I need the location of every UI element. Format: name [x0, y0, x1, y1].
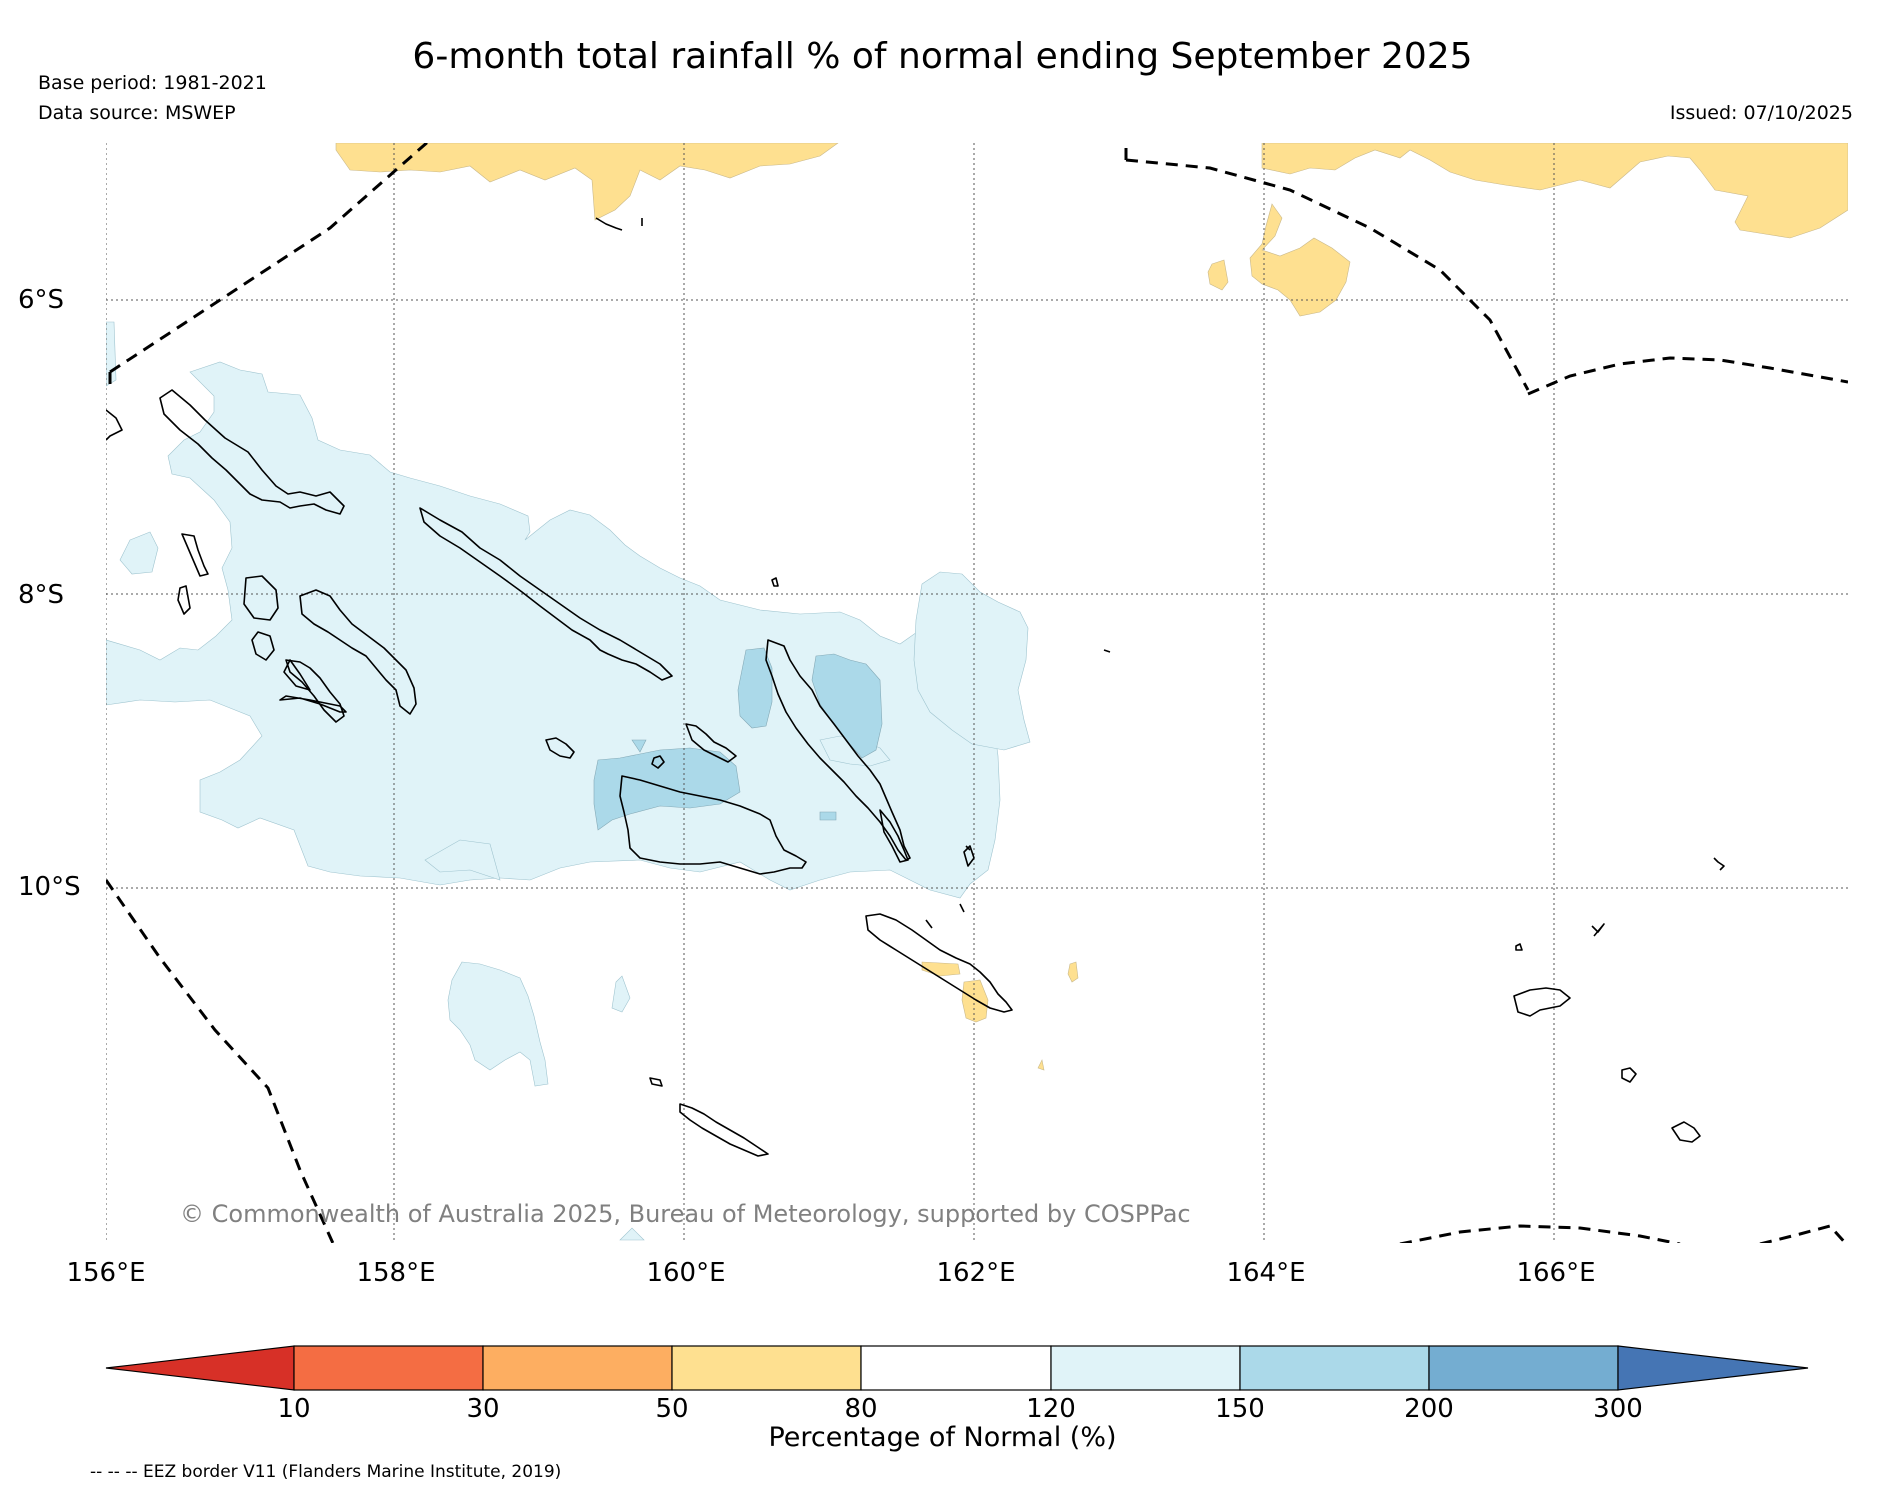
- colorbar-segment-200-300: [1428, 1345, 1619, 1391]
- lat-label-10s: 10°S: [18, 872, 81, 902]
- colorbar: [105, 1345, 1809, 1391]
- above-normal-areas: [106, 321, 1031, 1241]
- colorbar-tick-120: 120: [1026, 1394, 1076, 1424]
- rennell-island: [679, 1103, 769, 1157]
- lon-label-164e: 164°E: [1226, 1258, 1306, 1288]
- tetepare: [283, 659, 311, 691]
- duff-islands: [1713, 857, 1725, 871]
- guadalcanal-island: [619, 775, 807, 875]
- utupua: [1671, 1121, 1701, 1143]
- lon-label-162e: 162°E: [936, 1258, 1016, 1288]
- data-source: Data source: MSWEP: [38, 102, 236, 124]
- coastlines: [106, 217, 1725, 1157]
- new-georgia-group: [299, 589, 417, 715]
- lon-label-166e: 166°E: [1516, 1258, 1596, 1288]
- lat-label-6s: 6°S: [18, 285, 65, 315]
- colorbar-segment-10-30: [293, 1345, 484, 1391]
- well-above-normal-areas: [593, 647, 883, 831]
- copyright-notice: © Commonwealth of Australia 2025, Bureau…: [180, 1200, 1191, 1228]
- kolombangara: [251, 631, 275, 661]
- rendova: [279, 695, 347, 713]
- below-normal-areas: [335, 143, 1848, 1071]
- colorbar-segment-150-200: [1239, 1345, 1430, 1391]
- ranongga: [181, 533, 209, 577]
- ontong-java: [595, 217, 643, 231]
- colorbar-tick-150: 150: [1215, 1394, 1265, 1424]
- reef-islands: [1515, 943, 1523, 951]
- eez-borders: [106, 143, 1848, 1243]
- santa-isabel-island: [419, 507, 673, 681]
- gizo: [285, 659, 345, 723]
- graticule: [106, 143, 1848, 1243]
- colorbar-tick-200: 200: [1404, 1394, 1454, 1424]
- vanikoro: [1621, 1067, 1637, 1083]
- savo-island: [651, 755, 665, 769]
- lon-label-158e: 158°E: [356, 1258, 436, 1288]
- colorbar-segment-50-80: [671, 1345, 862, 1391]
- makira-island: [865, 913, 1013, 1013]
- issued-date: Issued: 07/10/2025: [1669, 102, 1853, 124]
- sikaiana: [771, 577, 779, 587]
- colorbar-tick-10: 10: [277, 1394, 311, 1424]
- vella-lavella: [243, 575, 279, 621]
- choiseul-island: [159, 389, 345, 515]
- colorbar-segment-above-300: [1617, 1345, 1809, 1391]
- santa-cruz-ndeni: [1513, 987, 1571, 1017]
- base-period: Base period: 1981-2021: [38, 72, 267, 94]
- russell-islands: [545, 737, 575, 759]
- bougainville-tip: [106, 409, 123, 441]
- lon-label-160e: 160°E: [646, 1258, 726, 1288]
- colorbar-tick-300: 300: [1593, 1394, 1643, 1424]
- bellona-island: [649, 1077, 663, 1087]
- colorbar-segment-80-120: [860, 1345, 1052, 1391]
- colorbar-tick-30: 30: [466, 1394, 500, 1424]
- colorbar-tick-80: 80: [844, 1394, 878, 1424]
- ngella-islands: [685, 723, 737, 763]
- colorbar-segment-30-50: [482, 1345, 673, 1391]
- small-islets: [925, 649, 1111, 929]
- eez-footnote: -- -- -- EEZ border V11 (Flanders Marine…: [90, 1462, 562, 1482]
- shortland-islands: [177, 585, 191, 615]
- colorbar-tick-50: 50: [655, 1394, 689, 1424]
- colorbar-segment-below-10: [105, 1345, 295, 1391]
- colorbar-segment-120-150: [1050, 1345, 1241, 1391]
- lat-label-8s: 8°S: [18, 580, 65, 610]
- lon-label-156e: 156°E: [66, 1258, 146, 1288]
- colorbar-label: Percentage of Normal (%): [768, 1422, 1117, 1453]
- tikopia: [1591, 923, 1605, 937]
- small-malaita: [879, 809, 909, 863]
- map-title: 6-month total rainfall % of normal endin…: [412, 36, 1473, 77]
- map-area: [106, 143, 1848, 1243]
